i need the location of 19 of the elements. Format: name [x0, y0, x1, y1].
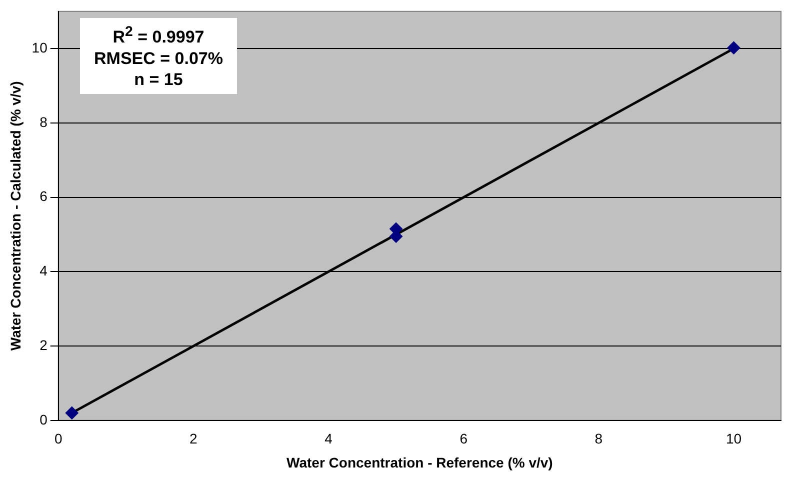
point [727, 41, 740, 54]
x-tick-label: 0 [54, 430, 62, 447]
y-tick-label: 2 [40, 336, 48, 353]
annotation: n = 15 [134, 70, 183, 89]
y-tick-label: 0 [40, 411, 48, 428]
y-tick-label: 10 [32, 39, 48, 56]
y-tick-label: 8 [40, 114, 48, 130]
y-tick-label: 6 [40, 188, 48, 204]
x-tick-label: 10 [726, 430, 742, 447]
x-tick-label: 4 [324, 430, 333, 447]
annotation: R$^{2}$ = 0.9997 [112, 24, 204, 47]
x-tick-label: 8 [594, 430, 603, 447]
point [65, 406, 78, 420]
x-tick-label: 2 [190, 430, 198, 447]
x-tick-label: 6 [460, 430, 468, 447]
x-axis-title: Water Concentration - Reference (% v/v) [286, 454, 553, 470]
annotation: RMSEC = 0.07% [94, 48, 223, 68]
y-axis-title: Water Concentration - Calculated (% v/v) [7, 81, 24, 351]
y-tick-label: 4 [40, 262, 48, 279]
